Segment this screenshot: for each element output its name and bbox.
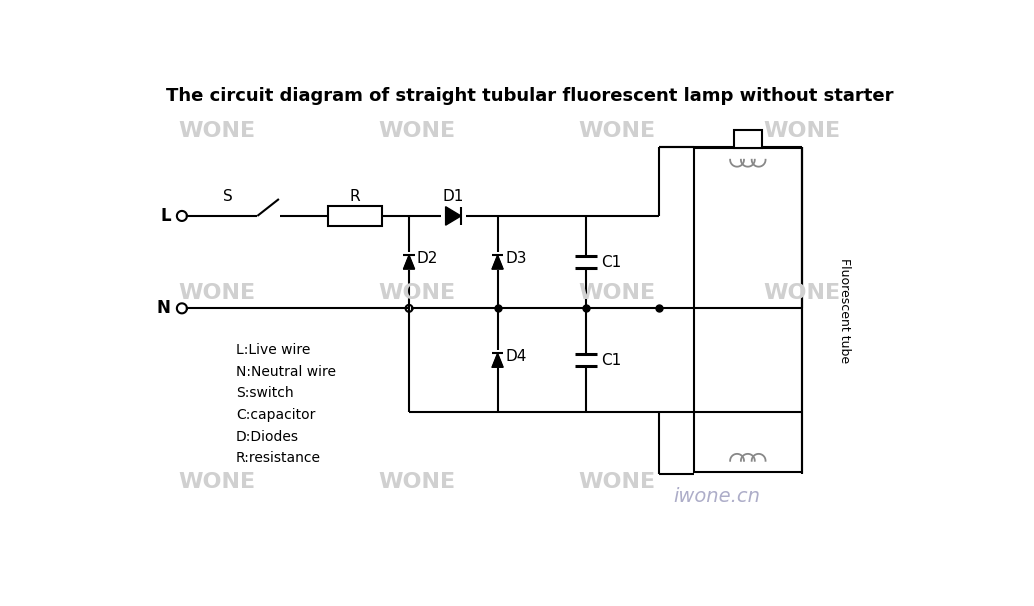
Text: D1: D1 bbox=[443, 190, 464, 204]
Text: WONE: WONE bbox=[178, 471, 255, 491]
Text: L:Live wire
N:Neutral wire
S:switch
C:capacitor
D:Diodes
R:resistance: L:Live wire N:Neutral wire S:switch C:ca… bbox=[236, 343, 336, 465]
Text: WONE: WONE bbox=[578, 471, 656, 491]
Polygon shape bbox=[492, 353, 504, 367]
Text: WONE: WONE bbox=[763, 283, 841, 303]
Text: WONE: WONE bbox=[378, 283, 455, 303]
Text: N: N bbox=[157, 299, 171, 318]
Text: WONE: WONE bbox=[178, 283, 255, 303]
Text: Fluorescent tube: Fluorescent tube bbox=[838, 258, 851, 363]
Text: D4: D4 bbox=[506, 349, 526, 364]
Text: WONE: WONE bbox=[763, 121, 841, 141]
Text: WONE: WONE bbox=[578, 121, 656, 141]
Text: D2: D2 bbox=[417, 251, 438, 266]
Text: C1: C1 bbox=[601, 255, 621, 270]
Text: D3: D3 bbox=[506, 251, 526, 266]
Text: L: L bbox=[160, 207, 171, 225]
Text: WONE: WONE bbox=[578, 283, 656, 303]
Bar bbox=[694, 148, 801, 472]
Text: WONE: WONE bbox=[378, 471, 455, 491]
Polygon shape bbox=[403, 255, 415, 269]
Text: The circuit diagram of straight tubular fluorescent lamp without starter: The circuit diagram of straight tubular … bbox=[166, 87, 893, 105]
Bar bbox=[328, 206, 383, 226]
Text: WONE: WONE bbox=[178, 121, 255, 141]
Text: C1: C1 bbox=[601, 353, 621, 368]
Text: WONE: WONE bbox=[378, 121, 455, 141]
Text: S: S bbox=[223, 190, 233, 204]
Text: iwone.cn: iwone.cn bbox=[673, 487, 761, 507]
Bar bbox=[734, 130, 762, 148]
Polygon shape bbox=[446, 207, 461, 225]
Polygon shape bbox=[492, 255, 504, 269]
Text: R: R bbox=[349, 190, 361, 204]
